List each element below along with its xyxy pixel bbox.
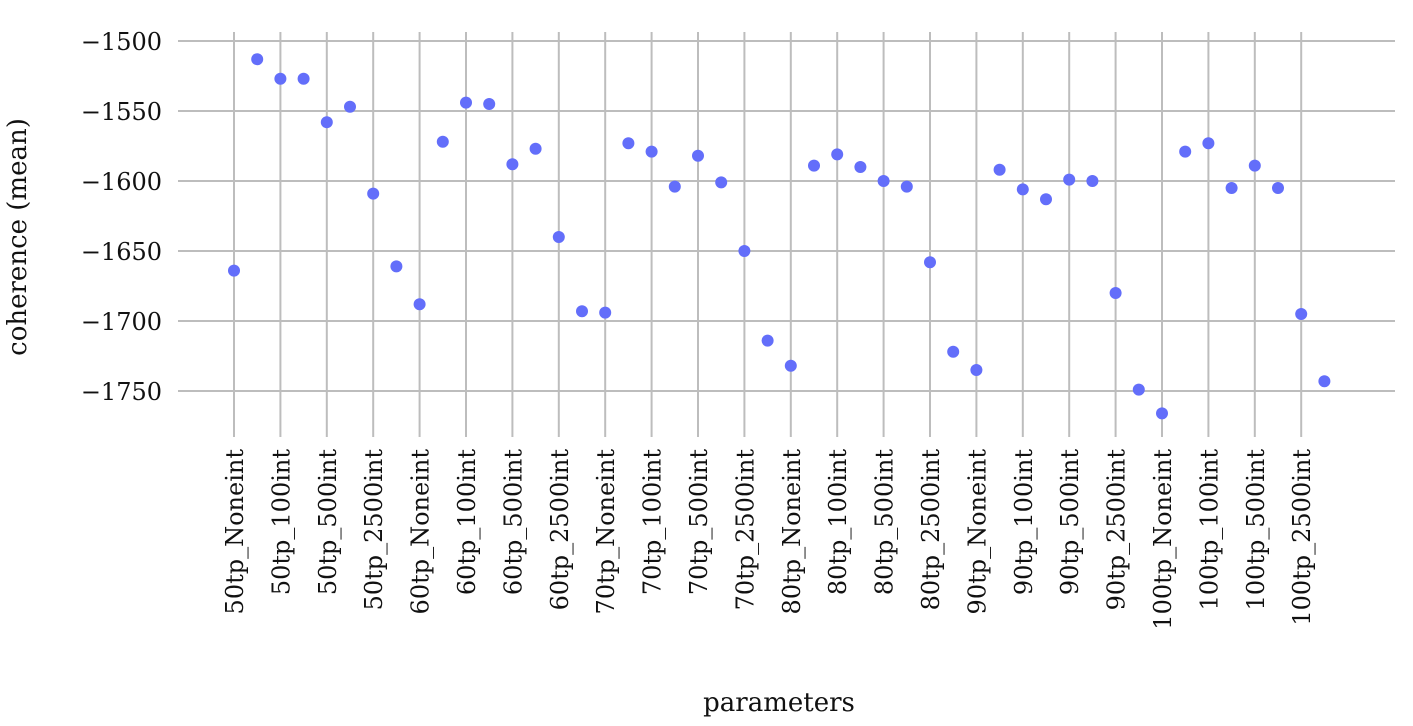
data-point xyxy=(1295,308,1308,320)
data-point xyxy=(390,260,403,273)
data-point xyxy=(668,180,681,193)
y-tick-label: −1750 xyxy=(81,378,162,406)
y-tick-label: −1600 xyxy=(81,168,162,196)
y-axis-ticks: −1500 −1550 −1600 −1650 −1700 −1750 xyxy=(81,28,162,406)
data-point xyxy=(576,305,588,318)
x-tick-label: 90tp_100int xyxy=(1010,449,1038,595)
data-point xyxy=(599,306,612,319)
data-point xyxy=(274,72,287,85)
data-point xyxy=(645,145,658,158)
data-point xyxy=(1109,287,1122,299)
data-point xyxy=(1272,182,1284,194)
x-tick-label: 90tp_2500int xyxy=(1103,449,1131,611)
x-tick-label: 80tp_Noneint xyxy=(778,449,806,615)
data-point xyxy=(1179,145,1192,158)
data-point xyxy=(1156,407,1168,420)
data-point xyxy=(692,149,704,162)
x-tick-label: 60tp_500int xyxy=(499,449,527,595)
x-axis-title: parameters xyxy=(703,688,855,718)
data-point xyxy=(1318,375,1331,388)
x-tick-label: 60tp_Noneint xyxy=(407,449,435,615)
x-tick-label: 60tp_2500int xyxy=(546,449,574,611)
x-tick-label: 80tp_500int xyxy=(871,449,899,595)
data-point xyxy=(367,187,380,200)
x-tick-label: 80tp_100int xyxy=(824,449,852,595)
data-point xyxy=(1225,182,1238,194)
data-point xyxy=(228,264,240,277)
data-point xyxy=(1248,159,1261,172)
data-point xyxy=(1040,193,1052,206)
data-point xyxy=(320,116,333,129)
data-point xyxy=(1202,137,1215,150)
data-point xyxy=(552,231,565,243)
x-tick-label: 90tp_Noneint xyxy=(963,449,991,615)
x-tick-label: 70tp_2500int xyxy=(731,449,759,611)
data-point xyxy=(1063,173,1076,186)
data-point xyxy=(761,334,774,347)
data-point xyxy=(947,345,960,358)
data-point xyxy=(877,175,890,187)
data-point xyxy=(715,176,728,189)
data-point xyxy=(506,158,519,171)
data-point xyxy=(297,72,310,85)
x-tick-label: 50tp_500int xyxy=(314,449,342,595)
data-point xyxy=(344,100,356,113)
x-tick-label: 60tp_100int xyxy=(453,449,481,595)
x-tick-label: 70tp_100int xyxy=(639,449,667,595)
x-tick-label: 100tp_500int xyxy=(1242,449,1270,611)
data-point xyxy=(900,180,913,193)
data-point xyxy=(738,245,751,257)
x-tick-label: 50tp_2500int xyxy=(360,449,388,611)
data-point xyxy=(436,135,449,148)
data-point xyxy=(784,359,797,372)
y-tick-label: −1500 xyxy=(81,28,162,56)
data-point xyxy=(970,364,983,376)
data-point xyxy=(1086,175,1099,187)
x-tick-label: 100tp_2500int xyxy=(1288,449,1316,626)
y-tick-label: −1550 xyxy=(81,98,162,126)
data-point xyxy=(622,137,635,150)
y-axis-title: coherence (mean) xyxy=(3,118,33,356)
x-tick-label: 100tp_Noneint xyxy=(1149,449,1177,630)
data-point xyxy=(854,161,867,173)
x-tick-label: 90tp_500int xyxy=(1056,449,1084,595)
data-point xyxy=(483,98,496,110)
grid-lines xyxy=(178,32,1395,437)
x-tick-label: 100tp_100int xyxy=(1195,449,1223,611)
data-points xyxy=(228,53,1331,420)
x-axis-ticks: 50tp_Noneint 50tp_100int 50tp_500int 50tp_2… xyxy=(221,449,1316,630)
y-tick-label: −1700 xyxy=(81,308,162,336)
data-point xyxy=(1132,383,1145,396)
y-tick-label: −1650 xyxy=(81,238,162,266)
data-point xyxy=(831,148,844,161)
data-point xyxy=(808,159,820,172)
data-point xyxy=(1016,183,1029,196)
data-point xyxy=(251,53,264,66)
x-tick-label: 50tp_Noneint xyxy=(221,449,249,615)
data-point xyxy=(993,163,1006,176)
x-tick-label: 50tp_100int xyxy=(267,449,295,595)
data-point xyxy=(529,142,542,155)
data-point xyxy=(924,256,936,269)
x-tick-label: 80tp_2500int xyxy=(917,449,945,611)
data-point xyxy=(413,298,426,311)
x-tick-label: 70tp_Noneint xyxy=(592,449,620,615)
x-tick-label: 70tp_500int xyxy=(685,449,713,595)
data-point xyxy=(460,96,472,109)
